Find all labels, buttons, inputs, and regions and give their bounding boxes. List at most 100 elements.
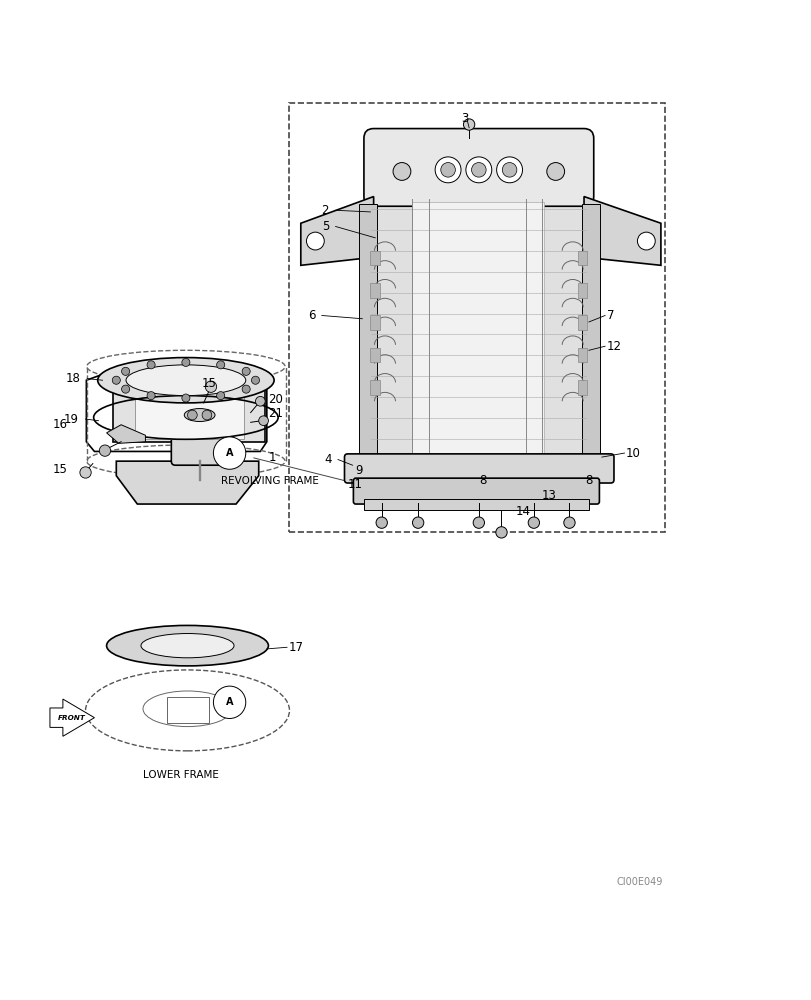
Circle shape <box>205 381 217 392</box>
Circle shape <box>79 467 91 478</box>
Circle shape <box>393 163 410 180</box>
Circle shape <box>637 232 654 250</box>
Circle shape <box>466 157 491 183</box>
Circle shape <box>242 385 250 393</box>
Text: 11: 11 <box>347 478 362 491</box>
Circle shape <box>255 396 265 406</box>
Circle shape <box>463 119 474 130</box>
Circle shape <box>147 361 155 369</box>
Circle shape <box>502 163 517 177</box>
Ellipse shape <box>184 409 215 422</box>
Text: 19: 19 <box>64 413 79 426</box>
Polygon shape <box>583 197 660 265</box>
Bar <box>370 283 380 298</box>
Circle shape <box>412 517 423 528</box>
Circle shape <box>306 232 324 250</box>
Circle shape <box>112 376 120 384</box>
Circle shape <box>99 445 110 456</box>
FancyBboxPatch shape <box>344 454 613 483</box>
Bar <box>577 283 586 298</box>
FancyBboxPatch shape <box>171 415 232 465</box>
Text: 2: 2 <box>321 204 328 217</box>
Text: REVOLVING FRAME: REVOLVING FRAME <box>221 476 319 486</box>
Text: 3: 3 <box>461 112 468 125</box>
Text: 15: 15 <box>53 463 67 476</box>
Bar <box>370 251 380 265</box>
Text: 13: 13 <box>541 489 556 502</box>
Circle shape <box>435 157 461 183</box>
Circle shape <box>213 686 246 718</box>
Circle shape <box>251 376 260 384</box>
Ellipse shape <box>126 365 246 396</box>
Circle shape <box>147 392 155 400</box>
Bar <box>370 380 380 395</box>
Polygon shape <box>116 461 259 504</box>
Text: FRONT: FRONT <box>58 715 86 721</box>
Text: A: A <box>225 448 233 458</box>
Circle shape <box>187 410 197 420</box>
Text: 15: 15 <box>202 377 217 390</box>
Ellipse shape <box>141 634 234 658</box>
Circle shape <box>563 517 574 528</box>
Circle shape <box>546 163 564 180</box>
Circle shape <box>496 527 507 538</box>
Text: CI00E049: CI00E049 <box>616 877 663 887</box>
Circle shape <box>122 367 130 375</box>
Bar <box>369 195 587 472</box>
Text: 14: 14 <box>515 505 530 518</box>
Circle shape <box>217 392 225 400</box>
Text: 7: 7 <box>606 309 613 322</box>
Bar <box>288 103 664 532</box>
Bar <box>412 202 543 460</box>
Circle shape <box>473 517 484 528</box>
Bar <box>577 380 586 395</box>
Bar <box>113 385 265 442</box>
Text: 8: 8 <box>585 474 592 487</box>
Text: 21: 21 <box>268 407 283 420</box>
Circle shape <box>182 394 190 402</box>
Text: 10: 10 <box>625 447 640 460</box>
Polygon shape <box>300 197 373 265</box>
Bar <box>370 348 380 362</box>
Circle shape <box>527 517 539 528</box>
Bar <box>135 388 244 439</box>
Text: A: A <box>225 697 233 707</box>
Circle shape <box>471 163 486 177</box>
Text: 1: 1 <box>268 451 276 464</box>
Text: 8: 8 <box>478 474 486 487</box>
Circle shape <box>375 517 387 528</box>
Text: 5: 5 <box>321 220 328 233</box>
Circle shape <box>217 361 225 369</box>
Text: 4: 4 <box>324 453 331 466</box>
Circle shape <box>496 157 522 183</box>
Circle shape <box>122 385 130 393</box>
Polygon shape <box>106 425 145 443</box>
Bar <box>577 251 586 265</box>
Bar <box>167 697 209 723</box>
Circle shape <box>182 358 190 366</box>
Bar <box>358 204 376 461</box>
FancyBboxPatch shape <box>363 129 593 206</box>
Circle shape <box>242 367 250 375</box>
Text: 16: 16 <box>53 418 67 431</box>
Ellipse shape <box>106 625 268 666</box>
Bar <box>370 315 380 330</box>
Polygon shape <box>50 699 94 736</box>
Circle shape <box>440 163 455 177</box>
Bar <box>581 204 599 461</box>
Bar <box>363 499 588 510</box>
Ellipse shape <box>97 358 274 403</box>
Text: 18: 18 <box>66 372 80 385</box>
Bar <box>577 315 586 330</box>
Circle shape <box>202 410 212 420</box>
Text: 9: 9 <box>354 464 362 477</box>
Text: 6: 6 <box>307 309 315 322</box>
Text: LOWER FRAME: LOWER FRAME <box>143 770 219 780</box>
FancyBboxPatch shape <box>353 478 599 504</box>
Text: 17: 17 <box>288 641 303 654</box>
Circle shape <box>259 416 268 426</box>
Circle shape <box>213 437 246 469</box>
Text: 20: 20 <box>268 393 283 406</box>
Bar <box>577 348 586 362</box>
Text: 12: 12 <box>606 340 621 353</box>
